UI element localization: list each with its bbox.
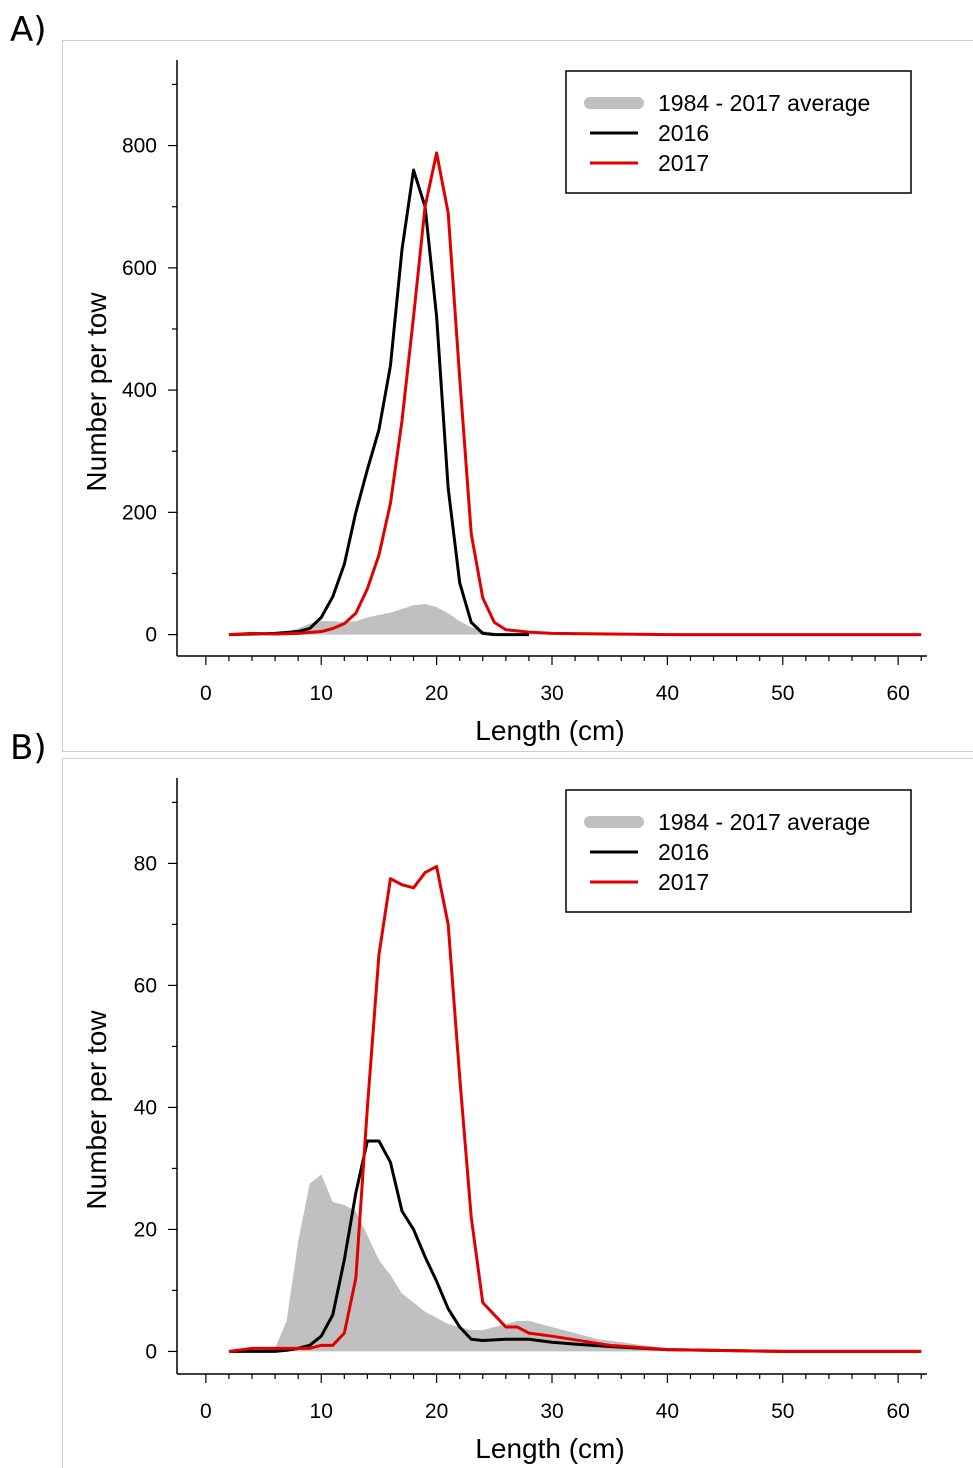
- series-area-average-b: [228, 1174, 922, 1352]
- y-tick-label-b: 20: [134, 1218, 157, 1241]
- x-tick-label-b: 60: [886, 1400, 909, 1423]
- x-tick-label-b: 20: [425, 1400, 448, 1423]
- series-area-average-a: [228, 604, 922, 635]
- y-tick-label-a: 600: [122, 257, 157, 280]
- panel-frame-b: [62, 758, 973, 1468]
- x-tick-label-b: 10: [310, 1400, 333, 1423]
- panel-frame-a: [62, 40, 973, 752]
- chart-panel-b: 0 10 20 30 40 50 60 0 20 40 60 80 Length (cm) Number …: [81, 778, 927, 1464]
- x-axis-title-a: Length (cm): [475, 715, 624, 746]
- legend-label-2017-a: 2017: [658, 150, 709, 176]
- series-line-2017-a: [228, 151, 922, 637]
- legend-label-average-a: 1984 - 2017 average: [658, 90, 870, 116]
- panel-label-a: A): [10, 10, 47, 50]
- x-tick-label-a: 40: [656, 682, 679, 705]
- y-axis-title-a: Number per tow: [81, 292, 112, 492]
- y-tick-label-b: 60: [134, 974, 157, 997]
- series-line-2017-b: [228, 864, 922, 1353]
- y-tick-label-b: 80: [134, 852, 157, 875]
- y-tick-label-a: 200: [122, 501, 157, 524]
- x-tick-label-b: 40: [656, 1400, 679, 1423]
- series-line-2016-a: [228, 168, 529, 637]
- x-axis-title-b: Length (cm): [475, 1433, 624, 1464]
- series-line-2016-b: [228, 1139, 922, 1353]
- x-tick-label-b: 0: [200, 1400, 212, 1423]
- x-tick-label-b: 50: [771, 1400, 794, 1423]
- y-tick-label-b: 40: [134, 1096, 157, 1119]
- x-tick-label-a: 10: [310, 682, 333, 705]
- y-tick-label-a: 800: [122, 135, 157, 158]
- y-tick-label-a: 0: [145, 624, 157, 647]
- y-tick-label-b: 0: [145, 1340, 157, 1363]
- x-tick-label-a: 30: [540, 682, 563, 705]
- y-tick-label-a: 400: [122, 379, 157, 402]
- legend-label-2016-b: 2016: [658, 839, 709, 865]
- panel-label-b: B): [10, 728, 47, 768]
- legend-label-2017-b: 2017: [658, 869, 709, 895]
- legend-label-2016-a: 2016: [658, 120, 709, 146]
- legend-label-average-b: 1984 - 2017 average: [658, 809, 870, 835]
- x-tick-label-a: 50: [771, 682, 794, 705]
- y-axis-title-b: Number per tow: [81, 1010, 112, 1210]
- x-tick-label-a: 60: [886, 682, 909, 705]
- x-tick-label-a: 0: [200, 682, 212, 705]
- x-tick-label-a: 20: [425, 682, 448, 705]
- x-tick-label-b: 30: [540, 1400, 563, 1423]
